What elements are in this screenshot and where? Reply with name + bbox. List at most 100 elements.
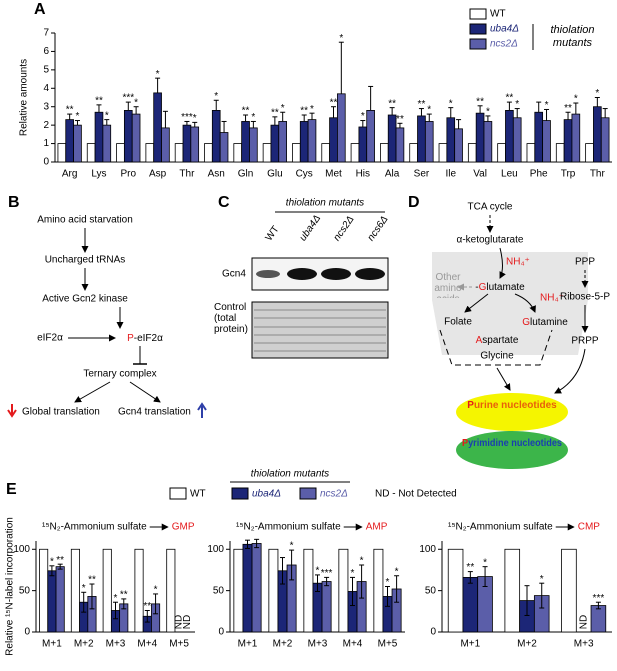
- significance: ***: [181, 112, 193, 123]
- y-tick-label: 100: [419, 544, 436, 555]
- legend-group: thiolation mutants: [550, 24, 595, 49]
- blot-label-box: Control (total protein): [214, 302, 248, 335]
- panel-label: A: [34, 1, 46, 18]
- bar: [467, 143, 477, 163]
- significance: **: [66, 105, 74, 116]
- legend-label: WT: [490, 9, 506, 20]
- x-tick-label: M+2: [517, 639, 537, 650]
- bar: [233, 143, 243, 163]
- band: [321, 268, 351, 280]
- legend-swatch: [469, 23, 487, 35]
- bar: [70, 548, 80, 633]
- x-tick-label: Ile: [445, 169, 456, 180]
- lane-label: ncs6Δ: [366, 214, 391, 243]
- x-tick-label: Val: [473, 169, 487, 180]
- significance: *: [316, 566, 320, 577]
- significance: *: [427, 105, 431, 116]
- bar: [475, 112, 485, 163]
- bar: [373, 548, 384, 633]
- x-tick-label: Asp: [149, 169, 167, 180]
- panel-label: D: [408, 194, 420, 211]
- group-label: thiolation mutants: [286, 198, 364, 209]
- arrow: [514, 293, 536, 313]
- panel-b: B Amino acid starvation Uncharged tRNAs …: [7, 194, 207, 418]
- bar: [292, 143, 301, 163]
- legend-group-box: thiolation mutants: [550, 24, 595, 49]
- bar: [590, 605, 607, 633]
- significance: *: [214, 91, 218, 102]
- x-tick-label: M+3: [308, 639, 328, 650]
- significance: *: [251, 112, 255, 123]
- bar: [299, 121, 309, 163]
- bar: [395, 127, 405, 163]
- bar: [211, 110, 221, 163]
- x-tick-label: Phe: [530, 169, 548, 180]
- bar: [233, 548, 244, 633]
- significance: **: [271, 107, 279, 118]
- node: Folate: [444, 317, 472, 328]
- x-tick-label: Ala: [385, 169, 400, 180]
- significance: *: [449, 98, 453, 109]
- significance: *: [486, 107, 490, 118]
- bar: [512, 117, 522, 163]
- y-axis-label: Relative amounts: [19, 59, 30, 136]
- legend-group: thiolation mutants: [251, 469, 329, 480]
- panel-label: B: [8, 194, 20, 211]
- y-tick-label: 50: [425, 585, 437, 596]
- node-text: lutamate: [486, 282, 525, 293]
- bar: [454, 128, 463, 163]
- bar: [161, 127, 170, 163]
- bar: [505, 110, 514, 163]
- box: [432, 252, 588, 355]
- pyrimidine-node: [456, 431, 568, 469]
- node: Ribose-5-P: [560, 292, 610, 303]
- significance: *: [156, 69, 160, 80]
- node: PPP: [575, 257, 595, 268]
- x-tick-label: Cys: [296, 169, 313, 180]
- band: [256, 270, 280, 278]
- significance: **: [143, 601, 151, 612]
- y-tick-label: 0: [43, 157, 49, 168]
- bar: [321, 581, 332, 633]
- bar: [338, 548, 349, 633]
- x-tick-label: His: [356, 169, 370, 180]
- stripes: [254, 309, 386, 352]
- bar: [219, 132, 229, 163]
- legend-label: uba4Δ: [252, 489, 281, 500]
- node: TCA cycle: [467, 202, 512, 213]
- nd-label: ND: [578, 615, 589, 629]
- y-tick-label: 1: [43, 138, 49, 149]
- x-tick-label: M+5: [378, 639, 398, 650]
- bar: [350, 143, 360, 163]
- y-tick-label: 6: [43, 46, 49, 57]
- bar: [153, 92, 162, 163]
- x-tick-label: Asn: [208, 169, 225, 180]
- bar: [329, 117, 338, 163]
- significance: *: [386, 577, 390, 588]
- x-tick-label: Gln: [238, 169, 254, 180]
- significance: **: [476, 96, 484, 107]
- bar: [387, 114, 397, 163]
- arrow: [464, 293, 489, 313]
- bar: [39, 548, 49, 633]
- bar: [174, 143, 184, 163]
- panel-label: E: [6, 481, 17, 498]
- node: Global translation: [22, 407, 100, 418]
- x-tick-label: M+3: [574, 639, 594, 650]
- band: [355, 268, 385, 280]
- bar: [303, 548, 314, 633]
- y-tick-label: 7: [43, 28, 49, 39]
- legend-swatch: [231, 487, 249, 500]
- node: eIF2α: [37, 333, 63, 344]
- significance: *: [114, 593, 118, 604]
- bar: [270, 124, 280, 163]
- nd-label: ND: [182, 615, 193, 629]
- y-axis-label: Relative ¹⁵N-label incorporation: [5, 517, 16, 656]
- x-tick-label: M+1: [460, 639, 480, 650]
- x-tick-label: M+2: [74, 639, 94, 650]
- x-tick-label: M+3: [106, 639, 126, 650]
- significance: **: [95, 96, 103, 107]
- bar: [534, 111, 544, 163]
- significance: **: [330, 97, 338, 108]
